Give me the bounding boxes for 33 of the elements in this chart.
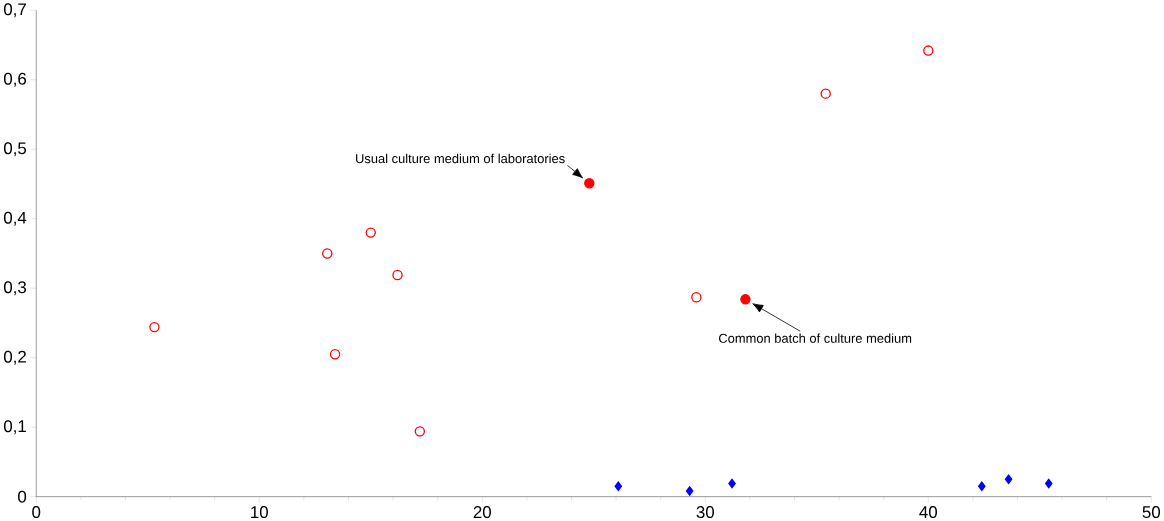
point <box>329 348 341 360</box>
point <box>740 293 751 305</box>
point <box>691 291 702 303</box>
point <box>365 227 376 238</box>
y-tick-label: 0,4 <box>3 211 27 226</box>
y-tick-label: 0,1 <box>3 420 26 434</box>
annotation: Common batch of culture medium <box>719 333 912 343</box>
x-tick-label: 50 <box>1142 505 1161 518</box>
point <box>584 177 595 189</box>
point <box>614 481 623 491</box>
x-tick-label: 0 <box>32 505 41 518</box>
annotation: Usual culture medium of laboratories <box>356 153 565 163</box>
point <box>978 481 986 491</box>
y-tick-label: 0,6 <box>3 72 27 87</box>
point <box>149 321 160 333</box>
point <box>392 269 403 281</box>
x-tick-label: 30 <box>696 505 715 518</box>
point <box>1004 474 1013 484</box>
y-tick-label: 0,7 <box>3 3 26 18</box>
point <box>685 486 694 496</box>
x-tick-label: 40 <box>919 505 938 518</box>
point <box>1044 478 1053 489</box>
x-tick-label: 20 <box>473 505 491 518</box>
point <box>820 88 831 99</box>
y-tick-label: 0,3 <box>3 281 27 295</box>
x-tick-label: 10 <box>251 505 268 518</box>
y-tick-label: 0,5 <box>3 142 27 157</box>
point <box>414 425 426 437</box>
point <box>322 248 333 259</box>
point <box>728 478 736 489</box>
point <box>923 45 934 56</box>
y-tick-label: 0 <box>18 490 27 503</box>
y-tick-label: 0,2 <box>3 350 26 365</box>
